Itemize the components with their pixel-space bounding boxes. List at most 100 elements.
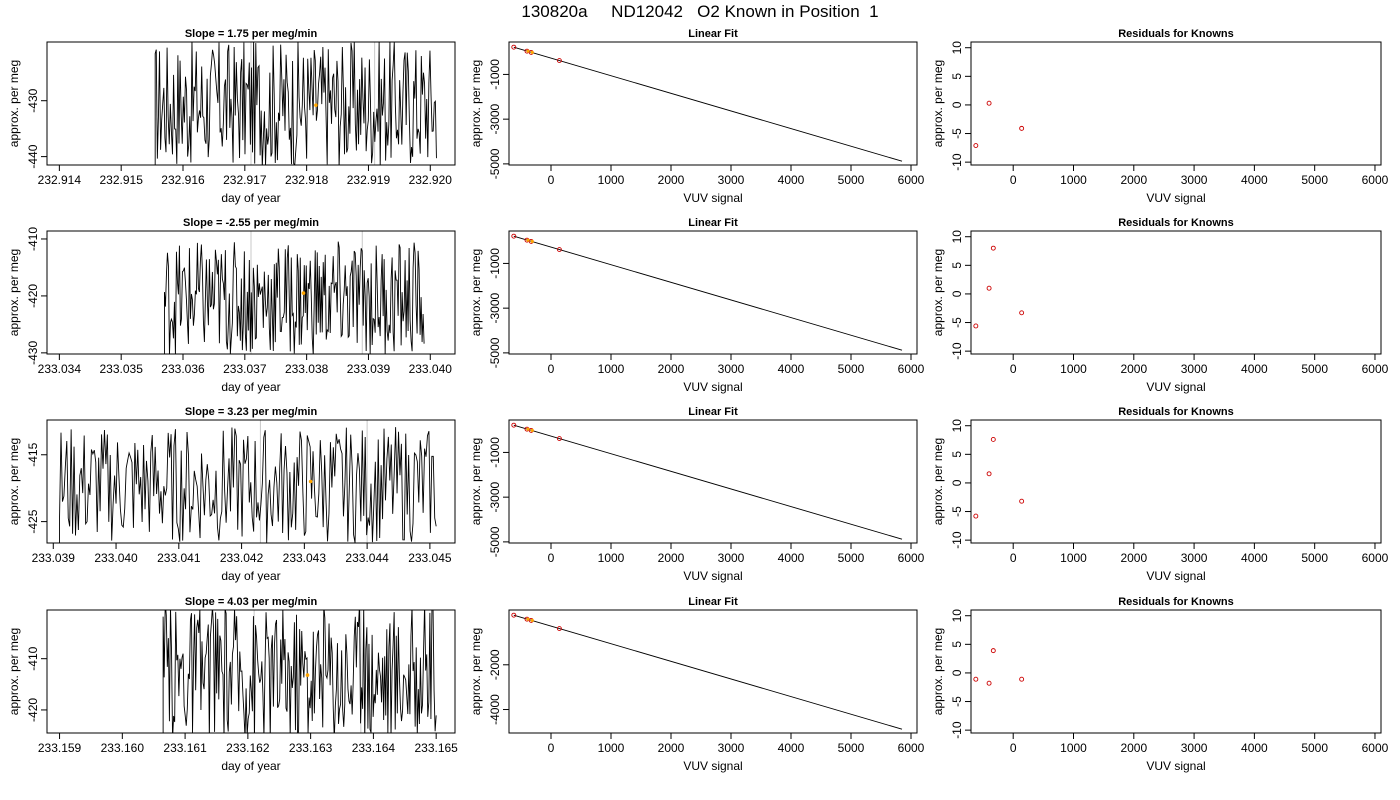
x-tick-label: 4000 [778, 173, 805, 187]
x-tick-label: 232.915 [99, 173, 143, 187]
y-tick-label: -10 [950, 153, 964, 171]
y-tick-label: -10 [950, 531, 964, 549]
panel-title: Slope = 3.23 per meg/min [185, 406, 318, 418]
x-axis-label: VUV signal [1146, 191, 1205, 205]
fit-line [513, 614, 903, 730]
residual-point [973, 676, 979, 682]
residual-point [986, 100, 992, 106]
x-tick-label: 5000 [838, 362, 865, 376]
panel-title: Linear Fit [688, 596, 738, 608]
signal-trace [154, 42, 437, 165]
x-tick-label: 5000 [1301, 362, 1328, 376]
residual-point [986, 471, 992, 477]
residual-point [973, 323, 979, 329]
fit-marker [526, 238, 530, 242]
y-tick-label: -5 [950, 696, 964, 707]
x-tick-label: 1000 [1060, 551, 1087, 565]
plot-frame [46, 419, 456, 544]
x-axis-label: VUV signal [1146, 380, 1205, 394]
y-tick-label: -4000 [488, 694, 502, 725]
panel-title: Residuals for Knowns [1118, 28, 1234, 40]
x-tick-label: 233.041 [157, 551, 201, 565]
y-axis-label: approx. per meg [7, 628, 21, 715]
x-tick-label: 0 [548, 741, 555, 755]
x-tick-label: 3000 [718, 551, 745, 565]
fit-point [511, 422, 517, 428]
x-tick-label: 233.162 [226, 741, 270, 755]
x-axis-label: VUV signal [683, 380, 742, 394]
residual-point [990, 245, 996, 251]
y-tick-label: -5 [950, 506, 964, 517]
fit-point [556, 247, 562, 253]
panel-title: Linear Fit [688, 406, 738, 418]
x-tick-label: 233.038 [285, 362, 329, 376]
x-tick-label: 232.916 [161, 173, 205, 187]
y-tick-label: 10 [950, 609, 964, 623]
y-tick-label: -1000 [488, 437, 502, 468]
panel-residuals-row-4: Residuals for Knowns 0 1000 2000 3000 4000 500… [931, 596, 1389, 773]
x-tick-label: 4000 [1241, 173, 1268, 187]
x-tick-label: 3000 [718, 362, 745, 376]
y-tick-label: -440 [26, 144, 40, 168]
y-tick-label: -5000 [488, 337, 502, 368]
x-tick-label: 0 [548, 551, 555, 565]
panel-linear-fit-row-2: Linear Fit 0 1000 2000 3000 4000 5000 6000 -1000… [469, 217, 925, 394]
x-tick-label: 3000 [718, 741, 745, 755]
plot-area [973, 437, 1025, 519]
y-tick-label: -5000 [488, 148, 502, 179]
signal-trace [59, 427, 437, 543]
x-axis-label: VUV signal [1146, 759, 1205, 773]
y-tick-label: -430 [26, 88, 40, 112]
plot-area [59, 420, 437, 543]
x-tick-label: 6000 [1362, 741, 1389, 755]
fit-point [511, 44, 517, 50]
x-tick-label: 5000 [1301, 741, 1328, 755]
panel-time-series-row-3: Slope = 3.23 per meg/min 233.039 233.040 23… [7, 406, 456, 583]
y-axis-label: approx. per meg [469, 438, 483, 525]
residual-point [973, 513, 979, 519]
y-tick-label: -2000 [488, 649, 502, 680]
y-tick-label: 0 [950, 479, 964, 486]
plot-area [511, 44, 903, 162]
x-tick-label: 1000 [1060, 362, 1087, 376]
residual-point [986, 285, 992, 291]
x-tick-label: 232.919 [347, 173, 391, 187]
x-tick-label: 5000 [838, 741, 865, 755]
y-axis-label: approx. per meg [7, 249, 21, 336]
x-tick-label: 233.037 [223, 362, 267, 376]
x-tick-label: 232.917 [223, 173, 267, 187]
panel-linear-fit-row-1: Linear Fit 0 1000 2000 3000 4000 5000 6000 -1000… [469, 28, 925, 205]
y-tick-label: -430 [26, 341, 40, 365]
plot-area [511, 612, 903, 730]
fit-point [511, 233, 517, 239]
x-tick-label: 2000 [1120, 741, 1147, 755]
y-tick-label: 5 [950, 73, 964, 80]
x-tick-label: 5000 [838, 551, 865, 565]
x-tick-label: 3000 [1181, 741, 1208, 755]
fit-point [556, 626, 562, 632]
x-tick-label: 233.164 [352, 741, 396, 755]
x-axis-label: day of year [221, 569, 280, 583]
x-tick-label: 233.039 [32, 551, 76, 565]
y-tick-label: -3000 [488, 292, 502, 323]
y-axis-label: approx. per meg [931, 628, 945, 715]
y-axis-label: approx. per meg [7, 60, 21, 147]
x-tick-label: 0 [1010, 741, 1017, 755]
panel-title: Residuals for Knowns [1118, 596, 1234, 608]
plot-frame [46, 609, 456, 734]
panel-time-series-row-4: Slope = 4.03 per meg/min 233.159 233.160 23… [7, 596, 458, 773]
plot-area [973, 100, 1025, 148]
y-axis-label: approx. per meg [7, 438, 21, 525]
x-axis-label: day of year [221, 191, 280, 205]
x-tick-label: 1000 [598, 362, 625, 376]
plot-frame [508, 41, 918, 166]
plot-frame [970, 419, 1382, 544]
panel-title: Slope = 4.03 per meg/min [185, 596, 318, 608]
y-tick-label: 10 [950, 41, 964, 55]
residual-point [990, 648, 996, 654]
x-tick-label: 233.045 [408, 551, 452, 565]
x-tick-label: 0 [548, 362, 555, 376]
x-tick-label: 233.040 [94, 551, 138, 565]
x-tick-label: 233.036 [161, 362, 205, 376]
x-tick-label: 0 [548, 173, 555, 187]
